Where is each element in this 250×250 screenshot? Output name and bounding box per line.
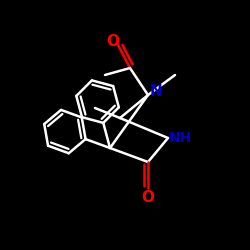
Text: O: O bbox=[106, 34, 120, 50]
Text: N: N bbox=[150, 84, 162, 98]
Text: O: O bbox=[142, 190, 154, 206]
Text: NH: NH bbox=[168, 131, 192, 145]
